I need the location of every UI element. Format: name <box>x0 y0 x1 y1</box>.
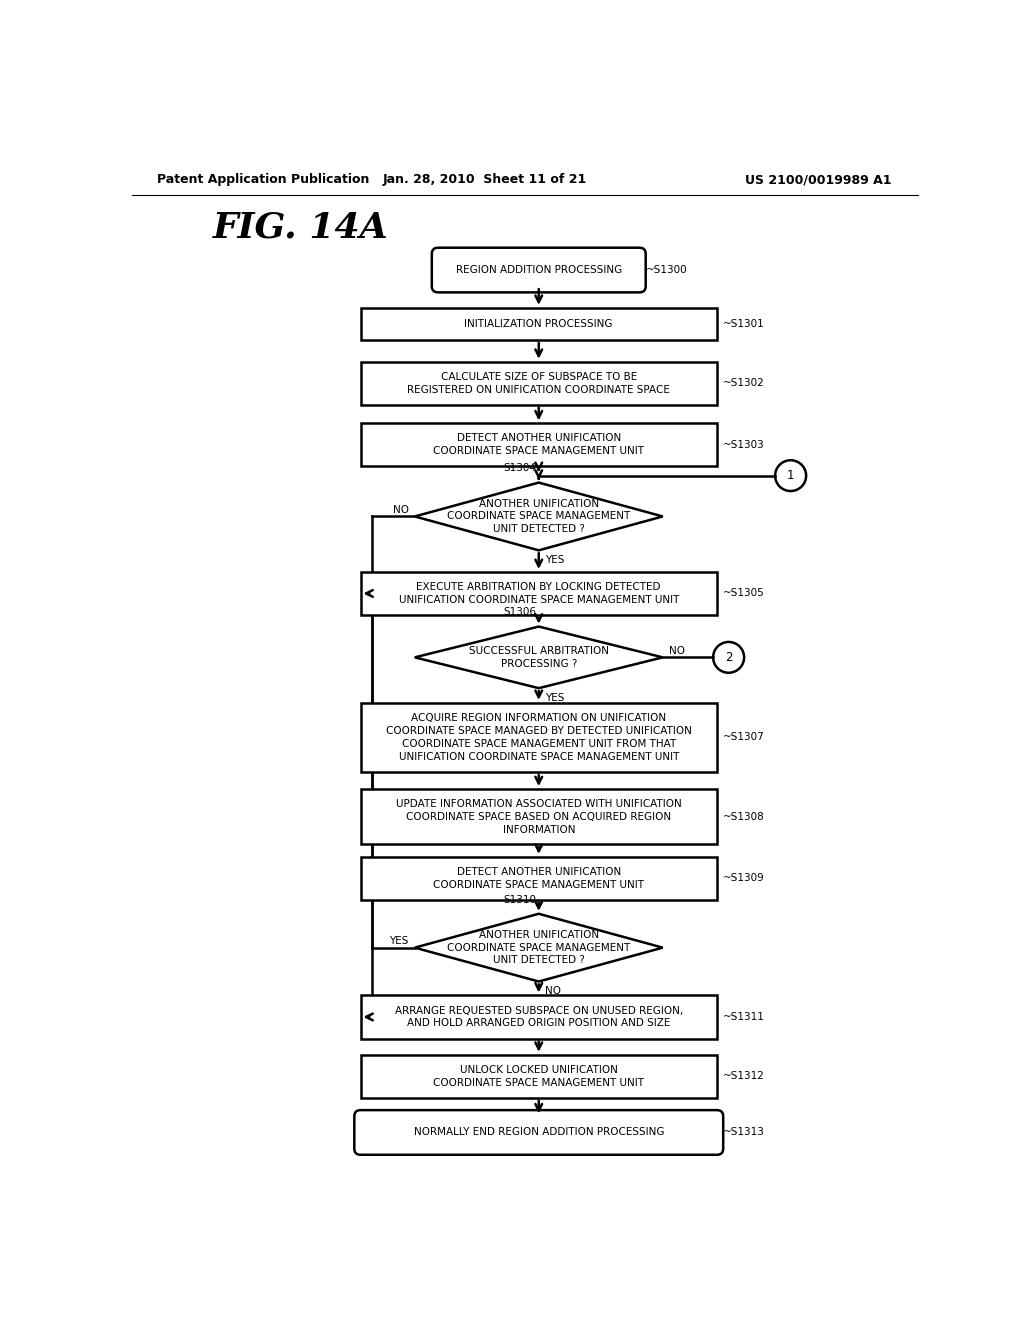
Text: FIG. 14A: FIG. 14A <box>213 211 389 244</box>
Polygon shape <box>415 627 663 688</box>
Text: ~S1308: ~S1308 <box>723 812 765 822</box>
Text: INITIALIZATION PROCESSING: INITIALIZATION PROCESSING <box>465 319 613 329</box>
Text: S1304: S1304 <box>504 463 537 474</box>
Text: ~S1300: ~S1300 <box>646 265 687 275</box>
Text: NO: NO <box>545 986 561 997</box>
Polygon shape <box>415 483 663 550</box>
Text: 1: 1 <box>786 469 795 482</box>
Text: ~S1307: ~S1307 <box>723 733 765 742</box>
Text: UPDATE INFORMATION ASSOCIATED WITH UNIFICATION
COORDINATE SPACE BASED ON ACQUIRE: UPDATE INFORMATION ASSOCIATED WITH UNIFI… <box>396 799 682 834</box>
Text: EXECUTE ARBITRATION BY LOCKING DETECTED
UNIFICATION COORDINATE SPACE MANAGEMENT : EXECUTE ARBITRATION BY LOCKING DETECTED … <box>398 582 679 605</box>
Text: ~S1303: ~S1303 <box>723 440 765 450</box>
FancyBboxPatch shape <box>360 857 717 900</box>
Text: S1310: S1310 <box>504 895 537 904</box>
Text: US 2100/0019989 A1: US 2100/0019989 A1 <box>744 173 891 186</box>
Text: UNLOCK LOCKED UNIFICATION
COORDINATE SPACE MANAGEMENT UNIT: UNLOCK LOCKED UNIFICATION COORDINATE SPA… <box>433 1065 644 1088</box>
Text: Patent Application Publication: Patent Application Publication <box>158 173 370 186</box>
Text: CALCULATE SIZE OF SUBSPACE TO BE
REGISTERED ON UNIFICATION COORDINATE SPACE: CALCULATE SIZE OF SUBSPACE TO BE REGISTE… <box>408 372 670 395</box>
Text: NO: NO <box>669 647 685 656</box>
Text: YES: YES <box>545 554 564 565</box>
FancyBboxPatch shape <box>360 789 717 845</box>
Text: ~S1302: ~S1302 <box>723 379 765 388</box>
Text: REGION ADDITION PROCESSING: REGION ADDITION PROCESSING <box>456 265 622 275</box>
Text: ANOTHER UNIFICATION
COORDINATE SPACE MANAGEMENT
UNIT DETECTED ?: ANOTHER UNIFICATION COORDINATE SPACE MAN… <box>447 499 631 535</box>
Text: ARRANGE REQUESTED SUBSPACE ON UNUSED REGION,
AND HOLD ARRANGED ORIGIN POSITION A: ARRANGE REQUESTED SUBSPACE ON UNUSED REG… <box>394 1006 683 1028</box>
Text: YES: YES <box>389 936 409 946</box>
Text: ~S1311: ~S1311 <box>723 1012 765 1022</box>
FancyBboxPatch shape <box>354 1110 723 1155</box>
Text: SUCCESSFUL ARBITRATION
PROCESSING ?: SUCCESSFUL ARBITRATION PROCESSING ? <box>469 645 608 669</box>
FancyBboxPatch shape <box>360 308 717 341</box>
Text: Jan. 28, 2010  Sheet 11 of 21: Jan. 28, 2010 Sheet 11 of 21 <box>382 173 587 186</box>
Text: DETECT ANOTHER UNIFICATION
COORDINATE SPACE MANAGEMENT UNIT: DETECT ANOTHER UNIFICATION COORDINATE SP… <box>433 867 644 890</box>
Text: ~S1312: ~S1312 <box>723 1072 765 1081</box>
FancyBboxPatch shape <box>360 362 717 405</box>
Text: ANOTHER UNIFICATION
COORDINATE SPACE MANAGEMENT
UNIT DETECTED ?: ANOTHER UNIFICATION COORDINATE SPACE MAN… <box>447 929 631 965</box>
FancyBboxPatch shape <box>360 572 717 615</box>
FancyBboxPatch shape <box>360 1055 717 1098</box>
FancyBboxPatch shape <box>432 248 646 293</box>
FancyBboxPatch shape <box>360 702 717 772</box>
Text: NORMALLY END REGION ADDITION PROCESSING: NORMALLY END REGION ADDITION PROCESSING <box>414 1127 664 1138</box>
Text: ACQUIRE REGION INFORMATION ON UNIFICATION
COORDINATE SPACE MANAGED BY DETECTED U: ACQUIRE REGION INFORMATION ON UNIFICATIO… <box>386 713 691 762</box>
Text: ~S1309: ~S1309 <box>723 874 765 883</box>
Text: 2: 2 <box>725 651 732 664</box>
Text: ~S1301: ~S1301 <box>723 319 765 329</box>
Text: DETECT ANOTHER UNIFICATION
COORDINATE SPACE MANAGEMENT UNIT: DETECT ANOTHER UNIFICATION COORDINATE SP… <box>433 433 644 457</box>
Text: S1306: S1306 <box>504 607 537 618</box>
Text: YES: YES <box>545 693 564 702</box>
Polygon shape <box>415 913 663 982</box>
Text: ~S1305: ~S1305 <box>723 589 765 598</box>
Text: ~S1313: ~S1313 <box>723 1127 765 1138</box>
FancyBboxPatch shape <box>360 995 717 1039</box>
Text: NO: NO <box>392 506 409 515</box>
FancyBboxPatch shape <box>360 424 717 466</box>
